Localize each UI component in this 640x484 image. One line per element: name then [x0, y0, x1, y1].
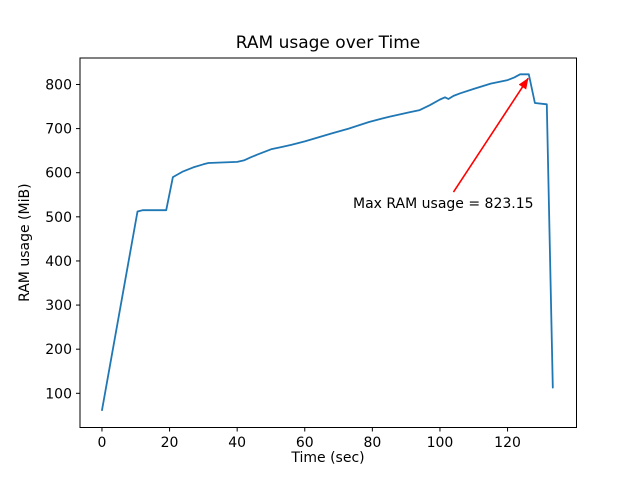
ram-usage-line: [101, 73, 554, 412]
y-tick-label: 700: [45, 122, 72, 138]
y-tick-label: 300: [45, 298, 72, 314]
max-ram-annotation: Max RAM usage = 823.15: [353, 196, 534, 212]
x-tick-label: 0: [98, 435, 107, 451]
x-tick-label: 100: [427, 435, 454, 451]
x-axis-label: Time (sec): [290, 450, 364, 466]
y-tick-label: 500: [45, 210, 72, 226]
max-ram-arrow: [452, 77, 529, 193]
x-tick-label: 20: [161, 435, 179, 451]
y-axis-label: RAM usage (MiB): [17, 183, 33, 301]
y-axis-ticks: 100 200 300 400 500 600 700 800: [45, 77, 80, 402]
axes-spines: [79, 57, 577, 428]
plot-border: [79, 57, 577, 428]
data-series: [101, 73, 554, 412]
y-tick-label: 200: [45, 342, 72, 358]
y-tick-label: 800: [45, 77, 72, 93]
y-tick-label: 100: [45, 386, 72, 402]
chart-title: RAM usage over Time: [236, 33, 420, 53]
x-tick-label: 40: [228, 435, 246, 451]
x-tick-label: 120: [494, 435, 521, 451]
x-tick-label: 80: [363, 435, 381, 451]
annotation-arrow-group: [452, 77, 529, 193]
y-tick-label: 600: [45, 166, 72, 182]
y-tick-label: 400: [45, 254, 72, 270]
x-axis-ticks: 0 20 40 60 80 100 120: [98, 427, 521, 451]
x-tick-label: 60: [296, 435, 314, 451]
